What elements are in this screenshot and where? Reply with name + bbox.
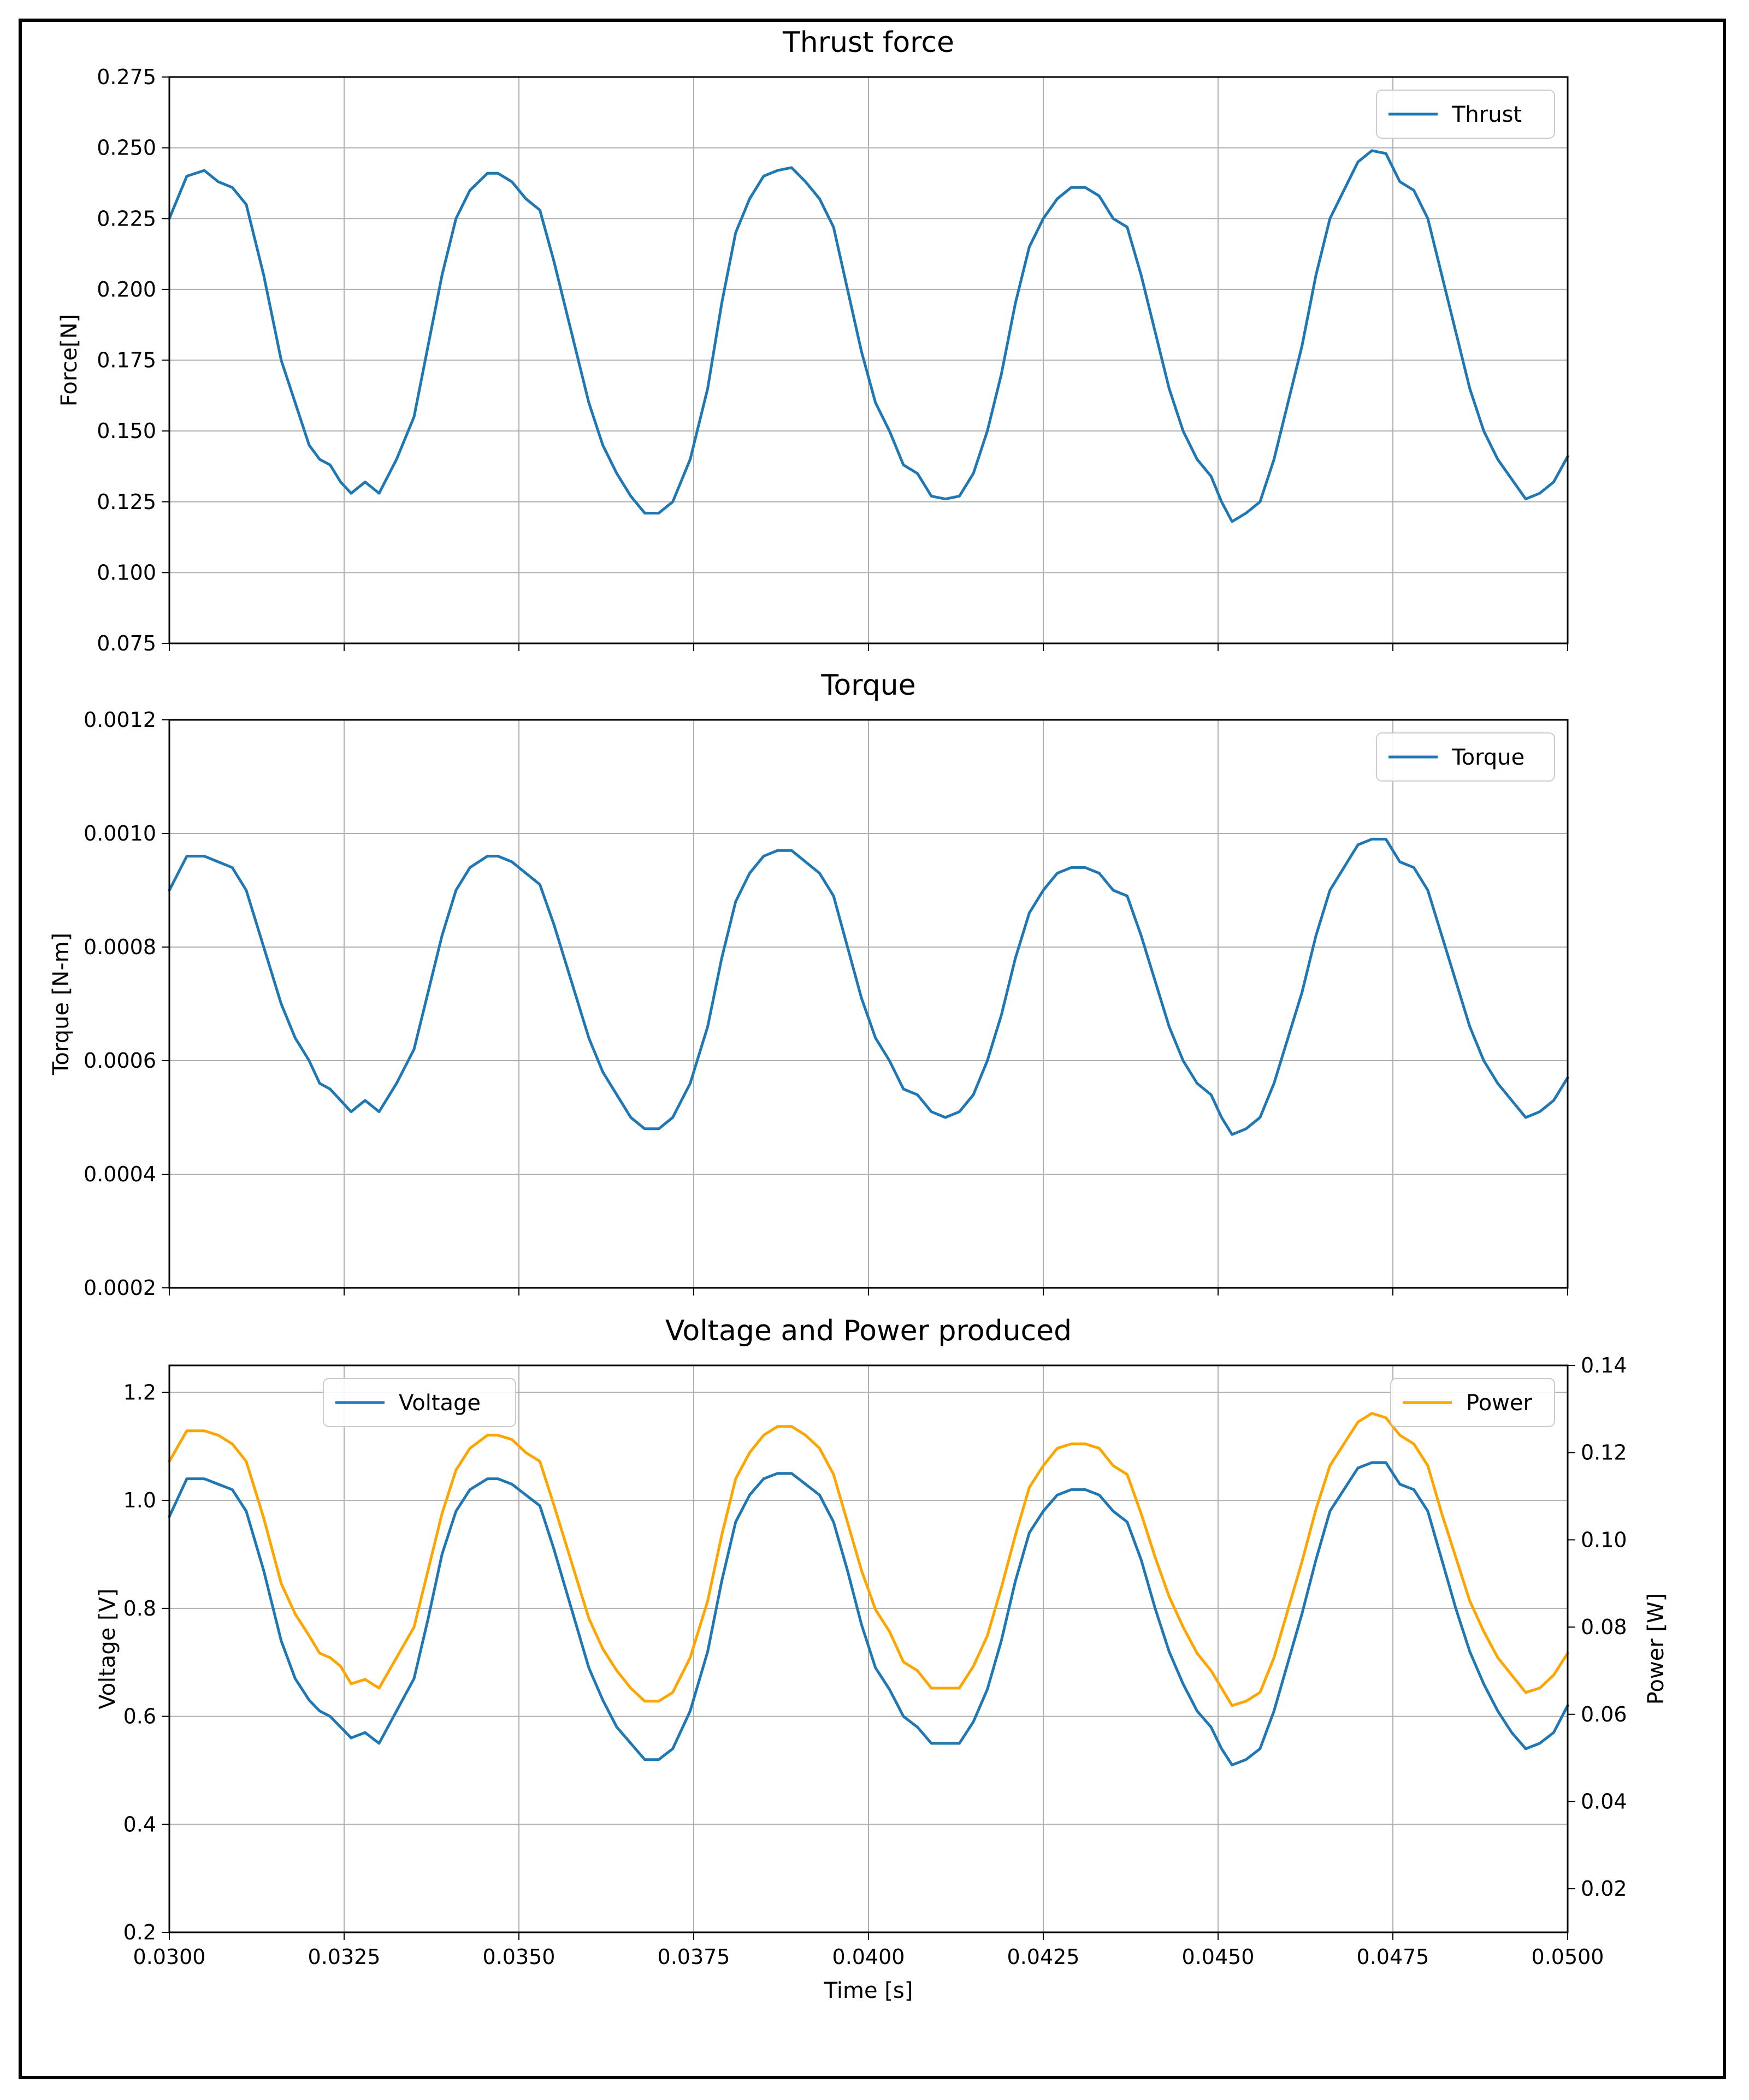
legend-box — [1376, 90, 1555, 139]
y-tick-label: 0.250 — [97, 136, 156, 160]
series-line-thrust — [168, 149, 1569, 523]
y-right-tick-label: 0.12 — [1581, 1441, 1627, 1465]
y-tick-label: 0.8 — [123, 1596, 156, 1620]
y-axis-label: Voltage [V] — [95, 1588, 120, 1709]
y-tick-label: 0.0002 — [84, 1276, 156, 1300]
legend-box — [1390, 1378, 1555, 1427]
chart-panel-2: Torque 0.0002 0.0004 0.0006 0.0008 0.0010 0.00… — [49, 669, 1569, 1300]
chart-panel-1: Thrust force 0.075 0.100 0.125 0.150 0.175 0.2… — [57, 26, 1569, 655]
figure-frame: Thrust force 0.075 0.100 0.125 0.150 0.175 0.2… — [19, 19, 1726, 2079]
chart-panel-3: Voltage and Power produced 0.0300 0.0325 0.… — [95, 1315, 1669, 2003]
y-axis-label: Torque [N-m] — [49, 933, 74, 1075]
series-line-voltage — [168, 1461, 1569, 1766]
x-tick-label: 0.0400 — [832, 1945, 905, 1969]
y-tick-label: 0.175 — [97, 348, 156, 372]
y-right-tick-label: 0.06 — [1581, 1702, 1627, 1726]
y-tick-label: 0.100 — [97, 560, 156, 584]
y-tick-label: 0.275 — [97, 65, 156, 89]
legend-label: Power — [1466, 1391, 1532, 1416]
y-tick-label: 0.0012 — [84, 708, 156, 732]
y-right-tick-label: 0.02 — [1581, 1877, 1627, 1901]
series-line-power — [168, 1412, 1569, 1707]
legend-label: Thrust — [1451, 102, 1522, 127]
chart-title: Voltage and Power produced — [665, 1315, 1072, 1347]
x-tick-label: 0.0475 — [1357, 1945, 1429, 1969]
y-tick-label: 0.150 — [97, 419, 156, 443]
y-tick-label: 0.2 — [123, 1920, 156, 1944]
x-tick-label: 0.0375 — [658, 1945, 730, 1969]
plot-area-border — [168, 76, 1569, 644]
y-tick-label: 0.6 — [123, 1705, 156, 1729]
y-tick-label: 0.4 — [123, 1812, 156, 1836]
y-tick-label: 0.225 — [97, 206, 156, 230]
figure-canvas: Thrust force 0.075 0.100 0.125 0.150 0.175 0.2… — [49, 26, 1669, 2003]
y-tick-label: 0.0004 — [84, 1162, 156, 1186]
y-right-tick-label: 0.08 — [1581, 1615, 1627, 1639]
legend-label: Torque — [1451, 745, 1525, 770]
y-tick-label: 0.0006 — [84, 1049, 156, 1073]
x-axis-label: Time [s] — [824, 1978, 913, 2003]
plot-area-border — [168, 1364, 1569, 1933]
legend-power: Power — [1390, 1378, 1555, 1427]
y-tick-label: 1.0 — [123, 1488, 156, 1512]
x-tick-label: 0.0350 — [483, 1945, 556, 1969]
legend-box — [1376, 732, 1555, 782]
y-tick-label: 0.125 — [97, 490, 156, 514]
y-tick-label: 0.0008 — [84, 935, 156, 959]
legend-box — [323, 1378, 516, 1427]
y-right-axis-label: Power [W] — [1644, 1593, 1669, 1705]
y-right-tick-label: 0.04 — [1581, 1789, 1627, 1813]
x-tick-label: 0.0325 — [308, 1945, 381, 1969]
x-tick-label: 0.0450 — [1182, 1945, 1255, 1969]
y-tick-label: 0.075 — [97, 631, 156, 655]
y-tick-label: 1.2 — [123, 1380, 156, 1404]
y-right-tick-label: 0.10 — [1581, 1528, 1627, 1552]
legend-torque: Torque — [1376, 732, 1555, 782]
y-axis-label: Force[N] — [57, 314, 82, 406]
legend-label: Voltage — [399, 1391, 481, 1416]
chart-title: Torque — [820, 669, 915, 702]
series-line-torque — [168, 837, 1569, 1136]
x-tick-label: 0.0425 — [1007, 1945, 1080, 1969]
y-tick-label: 0.200 — [97, 277, 156, 301]
chart-title: Thrust force — [782, 26, 954, 59]
x-tick-label: 0.0500 — [1532, 1945, 1604, 1969]
legend-voltage: Voltage — [323, 1378, 516, 1427]
y-tick-label: 0.0010 — [84, 821, 156, 845]
y-right-tick-label: 0.14 — [1581, 1353, 1627, 1377]
legend-thrust: Thrust — [1376, 90, 1555, 139]
x-tick-label: 0.0300 — [133, 1945, 206, 1969]
plot-area-border — [168, 719, 1569, 1289]
